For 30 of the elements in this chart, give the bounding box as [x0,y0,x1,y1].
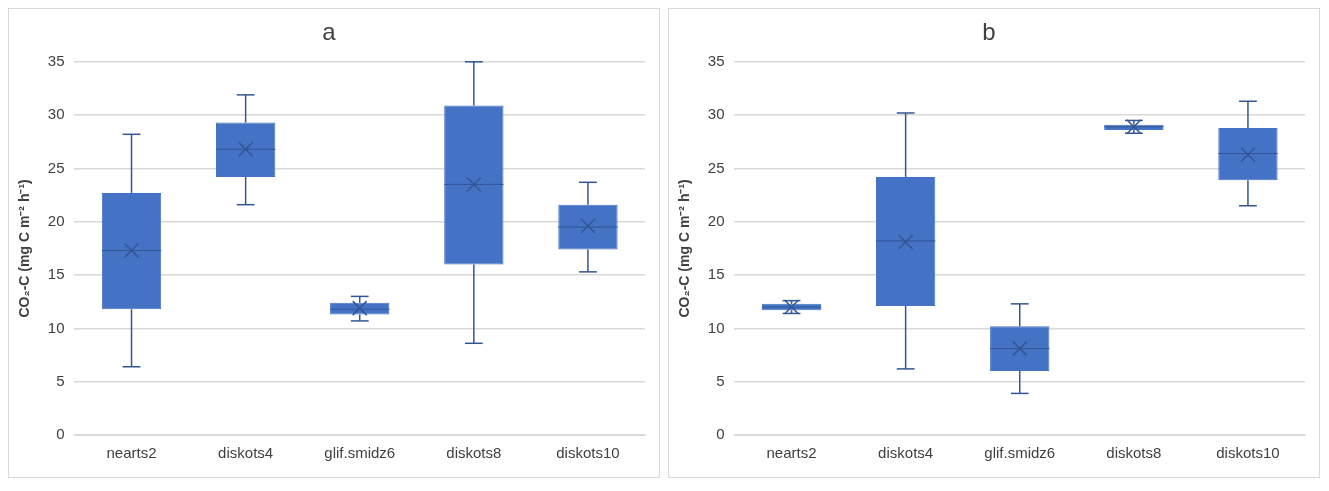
y-tick-label: 5 [716,371,725,389]
chart-title: b [982,18,996,46]
x-tick-label: diskots4 [878,444,934,462]
x-tick-label: diskots10 [1216,444,1280,462]
chart-title: a [322,18,337,46]
x-tick-label: glif.smidz6 [984,444,1056,462]
y-tick-label: 15 [707,265,725,283]
y-tick-label: 15 [47,265,65,283]
y-tick-label: 5 [56,371,65,389]
y-tick-label: 35 [707,51,725,69]
x-tick-label: diskots4 [218,444,274,462]
y-tick-label: 10 [47,318,65,336]
y-tick-label: 25 [707,158,725,176]
y-tick-label: 20 [707,211,725,229]
x-tick-label: glif.smidz6 [324,444,396,462]
y-tick-label: 30 [47,105,65,123]
y-tick-label: 0 [56,425,65,443]
y-tick-label: 10 [707,318,725,336]
x-tick-label: nearts2 [766,444,817,462]
x-tick-label: nearts2 [106,444,157,462]
y-tick-label: 35 [47,51,65,69]
y-tick-label: 20 [47,211,65,229]
y-tick-label: 0 [716,425,725,443]
x-tick-label: diskots8 [1106,444,1162,462]
y-axis-title: CO₂-C (mg C m⁻² h⁻¹) [16,179,33,318]
y-tick-label: 30 [707,105,725,123]
y-axis-title: CO₂-C (mg C m⁻² h⁻¹) [676,179,693,318]
y-tick-label: 25 [47,158,65,176]
x-tick-label: diskots8 [446,444,502,462]
x-tick-label: diskots10 [556,444,620,462]
